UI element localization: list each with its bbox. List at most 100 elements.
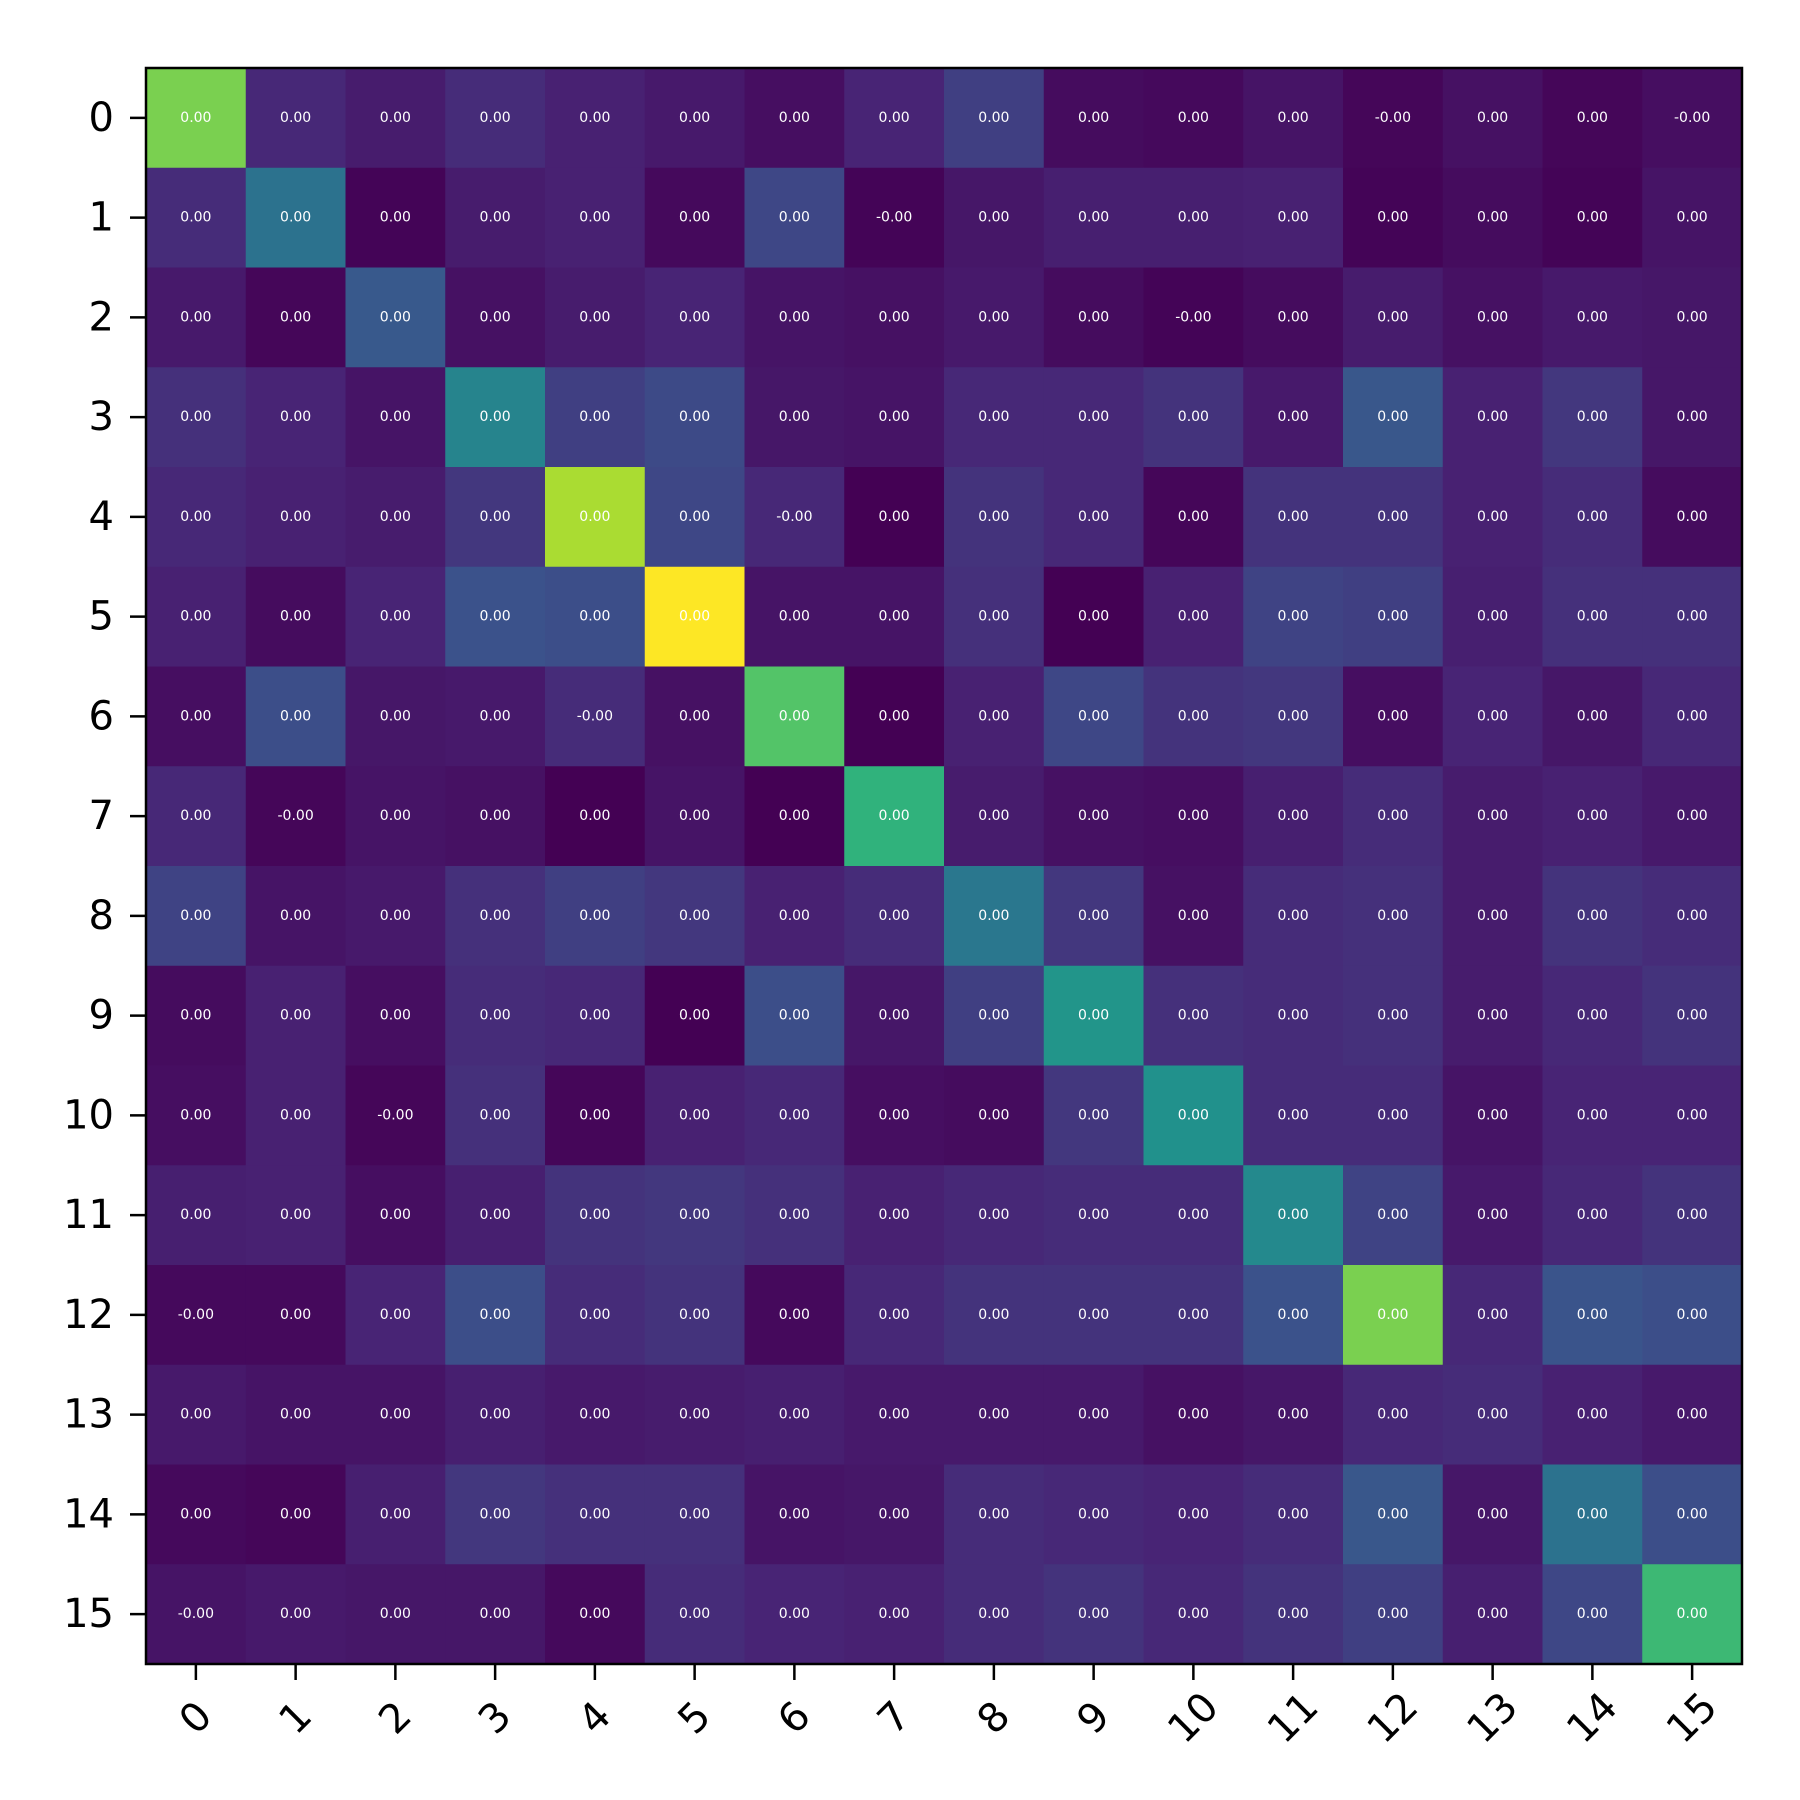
cell-value-6-14: 0.00 [1577, 708, 1608, 724]
heatmap-cell-11-7 [844, 1165, 945, 1266]
heatmap-cell-12-11 [1243, 1265, 1344, 1366]
cell-value-10-13: 0.00 [1477, 1107, 1508, 1123]
heatmap-cell-2-9 [1043, 267, 1145, 368]
cell-value-6-11: 0.00 [1278, 708, 1309, 724]
heatmap-cell-7-6 [744, 766, 845, 867]
heatmap-cell-8-0 [146, 866, 247, 967]
y-tick-label-1: 1 [89, 195, 114, 241]
heatmap-cell-3-10 [1143, 367, 1244, 468]
heatmap-cell-13-14 [1542, 1364, 1643, 1466]
cell-value-13-4: 0.00 [579, 1407, 610, 1423]
heatmap-cell-2-14 [1542, 267, 1643, 368]
heatmap-cell-14-14 [1542, 1464, 1643, 1565]
heatmap-cell-15-14 [1542, 1564, 1643, 1665]
cell-value-10-0: 0.00 [180, 1107, 211, 1123]
cell-value-11-14: 0.00 [1577, 1207, 1608, 1223]
heatmap-cell-10-14 [1542, 1065, 1643, 1166]
heatmap-cell-11-11 [1243, 1165, 1344, 1266]
cell-value-6-10: 0.00 [1178, 708, 1209, 724]
cell-value-7-3: 0.00 [480, 808, 511, 824]
cell-value-0-4: 0.00 [579, 110, 610, 126]
heatmap-cell-5-11 [1243, 566, 1344, 668]
cell-value-5-3: 0.00 [480, 609, 511, 625]
heatmap-cell-7-9 [1043, 766, 1145, 867]
cell-value-5-14: 0.00 [1577, 609, 1608, 625]
heatmap-cell-9-2 [345, 965, 446, 1067]
heatmap-cell-0-0 [146, 68, 247, 169]
cell-value-14-2: 0.00 [380, 1506, 411, 1522]
x-tick-label-2: 2 [370, 1693, 421, 1744]
y-tick-label-11: 11 [63, 1192, 114, 1238]
y-tick-label-7: 7 [89, 793, 114, 839]
cell-value-7-12: 0.00 [1377, 808, 1408, 824]
heatmap-cell-10-8 [944, 1065, 1045, 1166]
cell-value-2-12: 0.00 [1377, 309, 1408, 325]
heatmap-cell-5-5 [644, 566, 746, 668]
heatmap-cell-6-12 [1343, 666, 1444, 767]
heatmap-cell-7-3 [445, 766, 546, 867]
heatmap-cell-4-6 [744, 467, 845, 568]
cell-value-10-9: 0.00 [1078, 1107, 1109, 1123]
cell-value-13-7: 0.00 [879, 1407, 910, 1423]
heatmap-cell-1-1 [245, 167, 347, 269]
x-tick-label-11: 11 [1259, 1684, 1328, 1753]
x-tick-label-7: 7 [869, 1693, 920, 1744]
heatmap-cell-0-2 [345, 68, 446, 169]
cell-value-2-7: 0.00 [879, 309, 910, 325]
heatmap-cell-14-11 [1243, 1464, 1344, 1565]
cell-value-9-15: 0.00 [1677, 1008, 1708, 1024]
heatmap-cell-13-5 [644, 1364, 746, 1466]
cell-value-9-3: 0.00 [480, 1008, 511, 1024]
cell-value-1-1: 0.00 [280, 210, 311, 226]
heatmap-cell-12-7 [844, 1265, 945, 1366]
cell-value-7-1: -0.00 [278, 808, 314, 824]
heatmap-cell-4-1 [245, 467, 347, 568]
heatmap-cell-6-9 [1043, 666, 1145, 767]
heatmap-cell-5-3 [445, 566, 546, 668]
cell-value-4-10: 0.00 [1178, 509, 1209, 525]
cell-value-4-8: 0.00 [978, 509, 1009, 525]
heatmap-cell-5-10 [1143, 566, 1244, 668]
cell-value-11-15: 0.00 [1677, 1207, 1708, 1223]
cell-value-0-9: 0.00 [1078, 110, 1109, 126]
heatmap-cell-2-2 [345, 267, 446, 368]
heatmap-cell-2-10 [1143, 267, 1244, 368]
cell-value-1-4: 0.00 [579, 210, 610, 226]
cell-value-3-12: 0.00 [1377, 409, 1408, 425]
cell-value-9-9: 0.00 [1078, 1008, 1109, 1024]
cell-value-5-6: 0.00 [779, 609, 810, 625]
heatmap-cell-3-3 [445, 367, 546, 468]
cell-value-7-6: 0.00 [779, 808, 810, 824]
cell-value-3-7: 0.00 [879, 409, 910, 425]
cell-value-11-2: 0.00 [380, 1207, 411, 1223]
heatmap-cell-1-12 [1343, 167, 1444, 269]
heatmap-cell-14-7 [844, 1464, 945, 1565]
heatmap-cell-7-12 [1343, 766, 1444, 867]
heatmap-cell-9-4 [545, 965, 646, 1067]
cell-value-4-12: 0.00 [1377, 509, 1408, 525]
cell-value-9-7: 0.00 [879, 1008, 910, 1024]
cell-value-15-6: 0.00 [779, 1606, 810, 1622]
cell-value-3-1: 0.00 [280, 409, 311, 425]
x-tick-label-12: 12 [1359, 1684, 1428, 1753]
x-tick-label-10: 10 [1159, 1684, 1228, 1753]
cell-value-11-6: 0.00 [779, 1207, 810, 1223]
cell-value-9-8: 0.00 [978, 1008, 1009, 1024]
heatmap-cell-5-4 [545, 566, 646, 668]
cell-value-5-11: 0.00 [1278, 609, 1309, 625]
cell-value-5-4: 0.00 [579, 609, 610, 625]
heatmap-cell-11-8 [944, 1165, 1045, 1266]
heatmap-cell-5-15 [1642, 566, 1743, 668]
heatmap-cell-1-14 [1542, 167, 1643, 269]
cell-value-8-15: 0.00 [1677, 908, 1708, 924]
heatmap-cell-7-7 [844, 766, 945, 867]
heatmap-cell-7-2 [345, 766, 446, 867]
heatmap-cell-12-2 [345, 1265, 446, 1366]
heatmap-cell-7-15 [1642, 766, 1743, 867]
cell-value-10-15: 0.00 [1677, 1107, 1708, 1123]
cell-value-7-15: 0.00 [1677, 808, 1708, 824]
cell-value-5-8: 0.00 [978, 609, 1009, 625]
cell-value-3-0: 0.00 [180, 409, 211, 425]
heatmap-cell-13-6 [744, 1364, 845, 1466]
heatmap-cell-6-7 [844, 666, 945, 767]
